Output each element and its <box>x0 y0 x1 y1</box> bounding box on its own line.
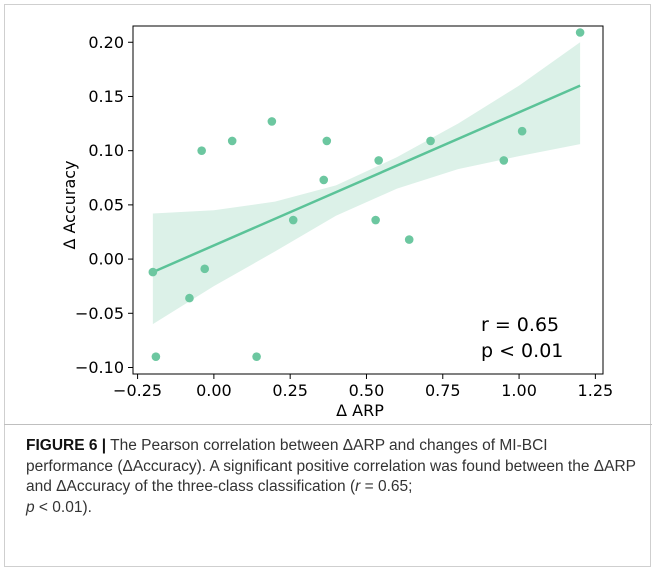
data-point-14 <box>426 137 435 146</box>
data-point-15 <box>500 156 509 165</box>
data-point-7 <box>268 117 277 126</box>
confidence-band <box>153 42 580 324</box>
data-point-1 <box>152 352 161 361</box>
data-point-10 <box>322 137 331 146</box>
x-tick-label-1: 0.00 <box>196 381 232 400</box>
data-point-9 <box>319 176 328 185</box>
y-tick-label-2: 0.00 <box>88 250 124 269</box>
data-point-2 <box>185 294 194 303</box>
y-axis-label: Δ Accuracy <box>60 160 79 249</box>
data-point-0 <box>149 268 158 277</box>
annotation-p: p < 0.01 <box>481 340 563 362</box>
regression-line <box>153 86 580 272</box>
y-tick-label-6: 0.20 <box>88 33 124 52</box>
x-tick-label-6: 1.25 <box>578 381 614 400</box>
figure-caption: FIGURE 6 | The Pearson correlation betwe… <box>26 436 636 518</box>
data-point-11 <box>371 216 380 225</box>
data-point-13 <box>405 235 414 244</box>
x-tick-label-2: 0.25 <box>272 381 308 400</box>
x-tick-label-0: −0.25 <box>113 381 162 400</box>
caption-divider <box>4 424 652 425</box>
y-tick-label-4: 0.10 <box>88 141 124 160</box>
data-point-6 <box>252 352 261 361</box>
annotation-r: r = 0.65 <box>481 314 559 336</box>
data-point-12 <box>374 156 383 165</box>
caption-text: The Pearson correlation between ΔARP and… <box>26 437 636 495</box>
caption-p-symbol: p <box>26 499 35 516</box>
y-tick-label-5: 0.15 <box>88 87 124 106</box>
x-axis-label: Δ ARP <box>336 401 384 420</box>
y-tick-label-0: −0.10 <box>75 358 124 377</box>
data-point-17 <box>576 28 585 37</box>
chart-svg: −0.25 0.00 0.25 0.50 0.75 1.00 1.25 −0.10 −0.05 0… <box>8 6 628 426</box>
y-tick-label-1: −0.05 <box>75 304 124 323</box>
x-tick-label-4: 0.75 <box>425 381 461 400</box>
caption-p-text: < 0.01). <box>35 499 92 516</box>
data-point-8 <box>289 216 298 225</box>
data-point-16 <box>518 127 527 136</box>
data-point-3 <box>197 146 206 155</box>
data-point-4 <box>200 265 209 274</box>
data-point-5 <box>228 137 237 146</box>
x-tick-label-3: 0.50 <box>349 381 385 400</box>
scatter-chart: −0.25 0.00 0.25 0.50 0.75 1.00 1.25 −0.10 −0.05 0… <box>8 6 628 426</box>
caption-lead: FIGURE 6 | <box>26 437 106 454</box>
y-tick-label-3: 0.05 <box>88 195 124 214</box>
caption-r-text: = 0.65; <box>360 478 412 495</box>
x-tick-label-5: 1.00 <box>501 381 537 400</box>
